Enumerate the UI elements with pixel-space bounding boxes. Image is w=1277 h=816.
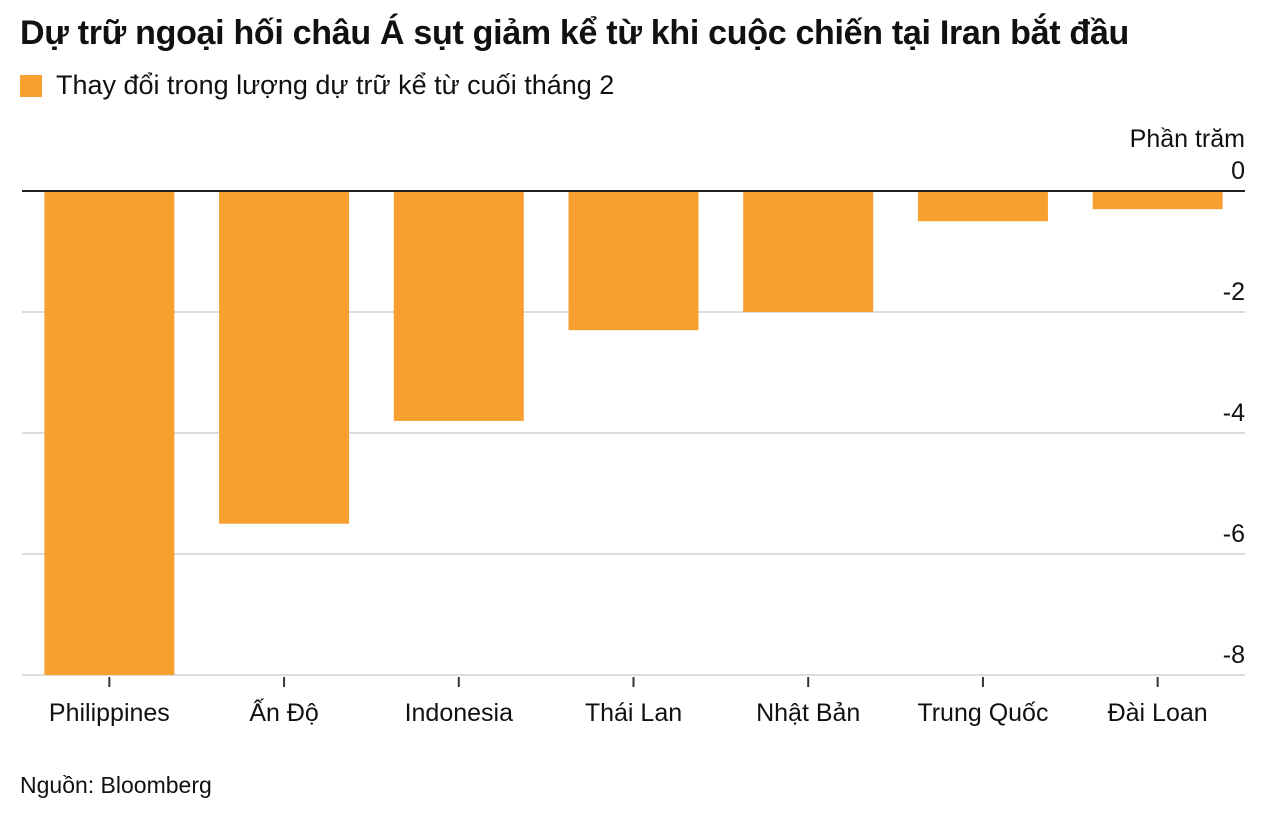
- bar: [219, 191, 350, 524]
- bars: [44, 191, 1223, 675]
- x-tick-label: Đài Loan: [1108, 699, 1208, 727]
- gridlines: [22, 311, 1245, 676]
- y-tick-label: -8: [1223, 641, 1245, 669]
- y-tick-label: 0: [1231, 157, 1245, 185]
- x-ticks: Philippines Ấn Độ Indonesia Thái Lan Nhật Bả…: [49, 677, 1208, 727]
- x-tick-label: Ấn Độ: [249, 698, 318, 727]
- x-tick-label: Nhật Bản: [756, 699, 860, 727]
- y-axis-label: Phần trăm: [1130, 125, 1245, 153]
- x-tick-label: Thái Lan: [585, 699, 682, 727]
- chart-title: Dự trữ ngoại hối châu Á sụt giảm kể từ k…: [20, 14, 1129, 52]
- y-tick-labels: 0 -2 -4 -6 -8: [1223, 157, 1245, 669]
- y-tick-label: -4: [1223, 399, 1245, 427]
- bar: [1092, 191, 1223, 210]
- source-note: Nguồn: Bloomberg: [20, 772, 212, 798]
- bar: [743, 191, 874, 312]
- y-tick-label: -6: [1223, 520, 1245, 548]
- legend: Thay đổi trong lượng dự trữ kể từ cuối t…: [20, 70, 614, 101]
- x-tick-label: Indonesia: [405, 699, 514, 727]
- legend-label: Thay đổi trong lượng dự trữ kể từ cuối t…: [56, 70, 615, 100]
- bar: [568, 191, 699, 331]
- bar: [393, 191, 524, 421]
- bar: [44, 191, 175, 675]
- x-tick-label: Trung Quốc: [917, 699, 1048, 727]
- legend-swatch: [20, 74, 42, 97]
- y-tick-label: -2: [1223, 278, 1245, 306]
- x-tick-label: Philippines: [49, 699, 170, 727]
- bar: [917, 191, 1048, 222]
